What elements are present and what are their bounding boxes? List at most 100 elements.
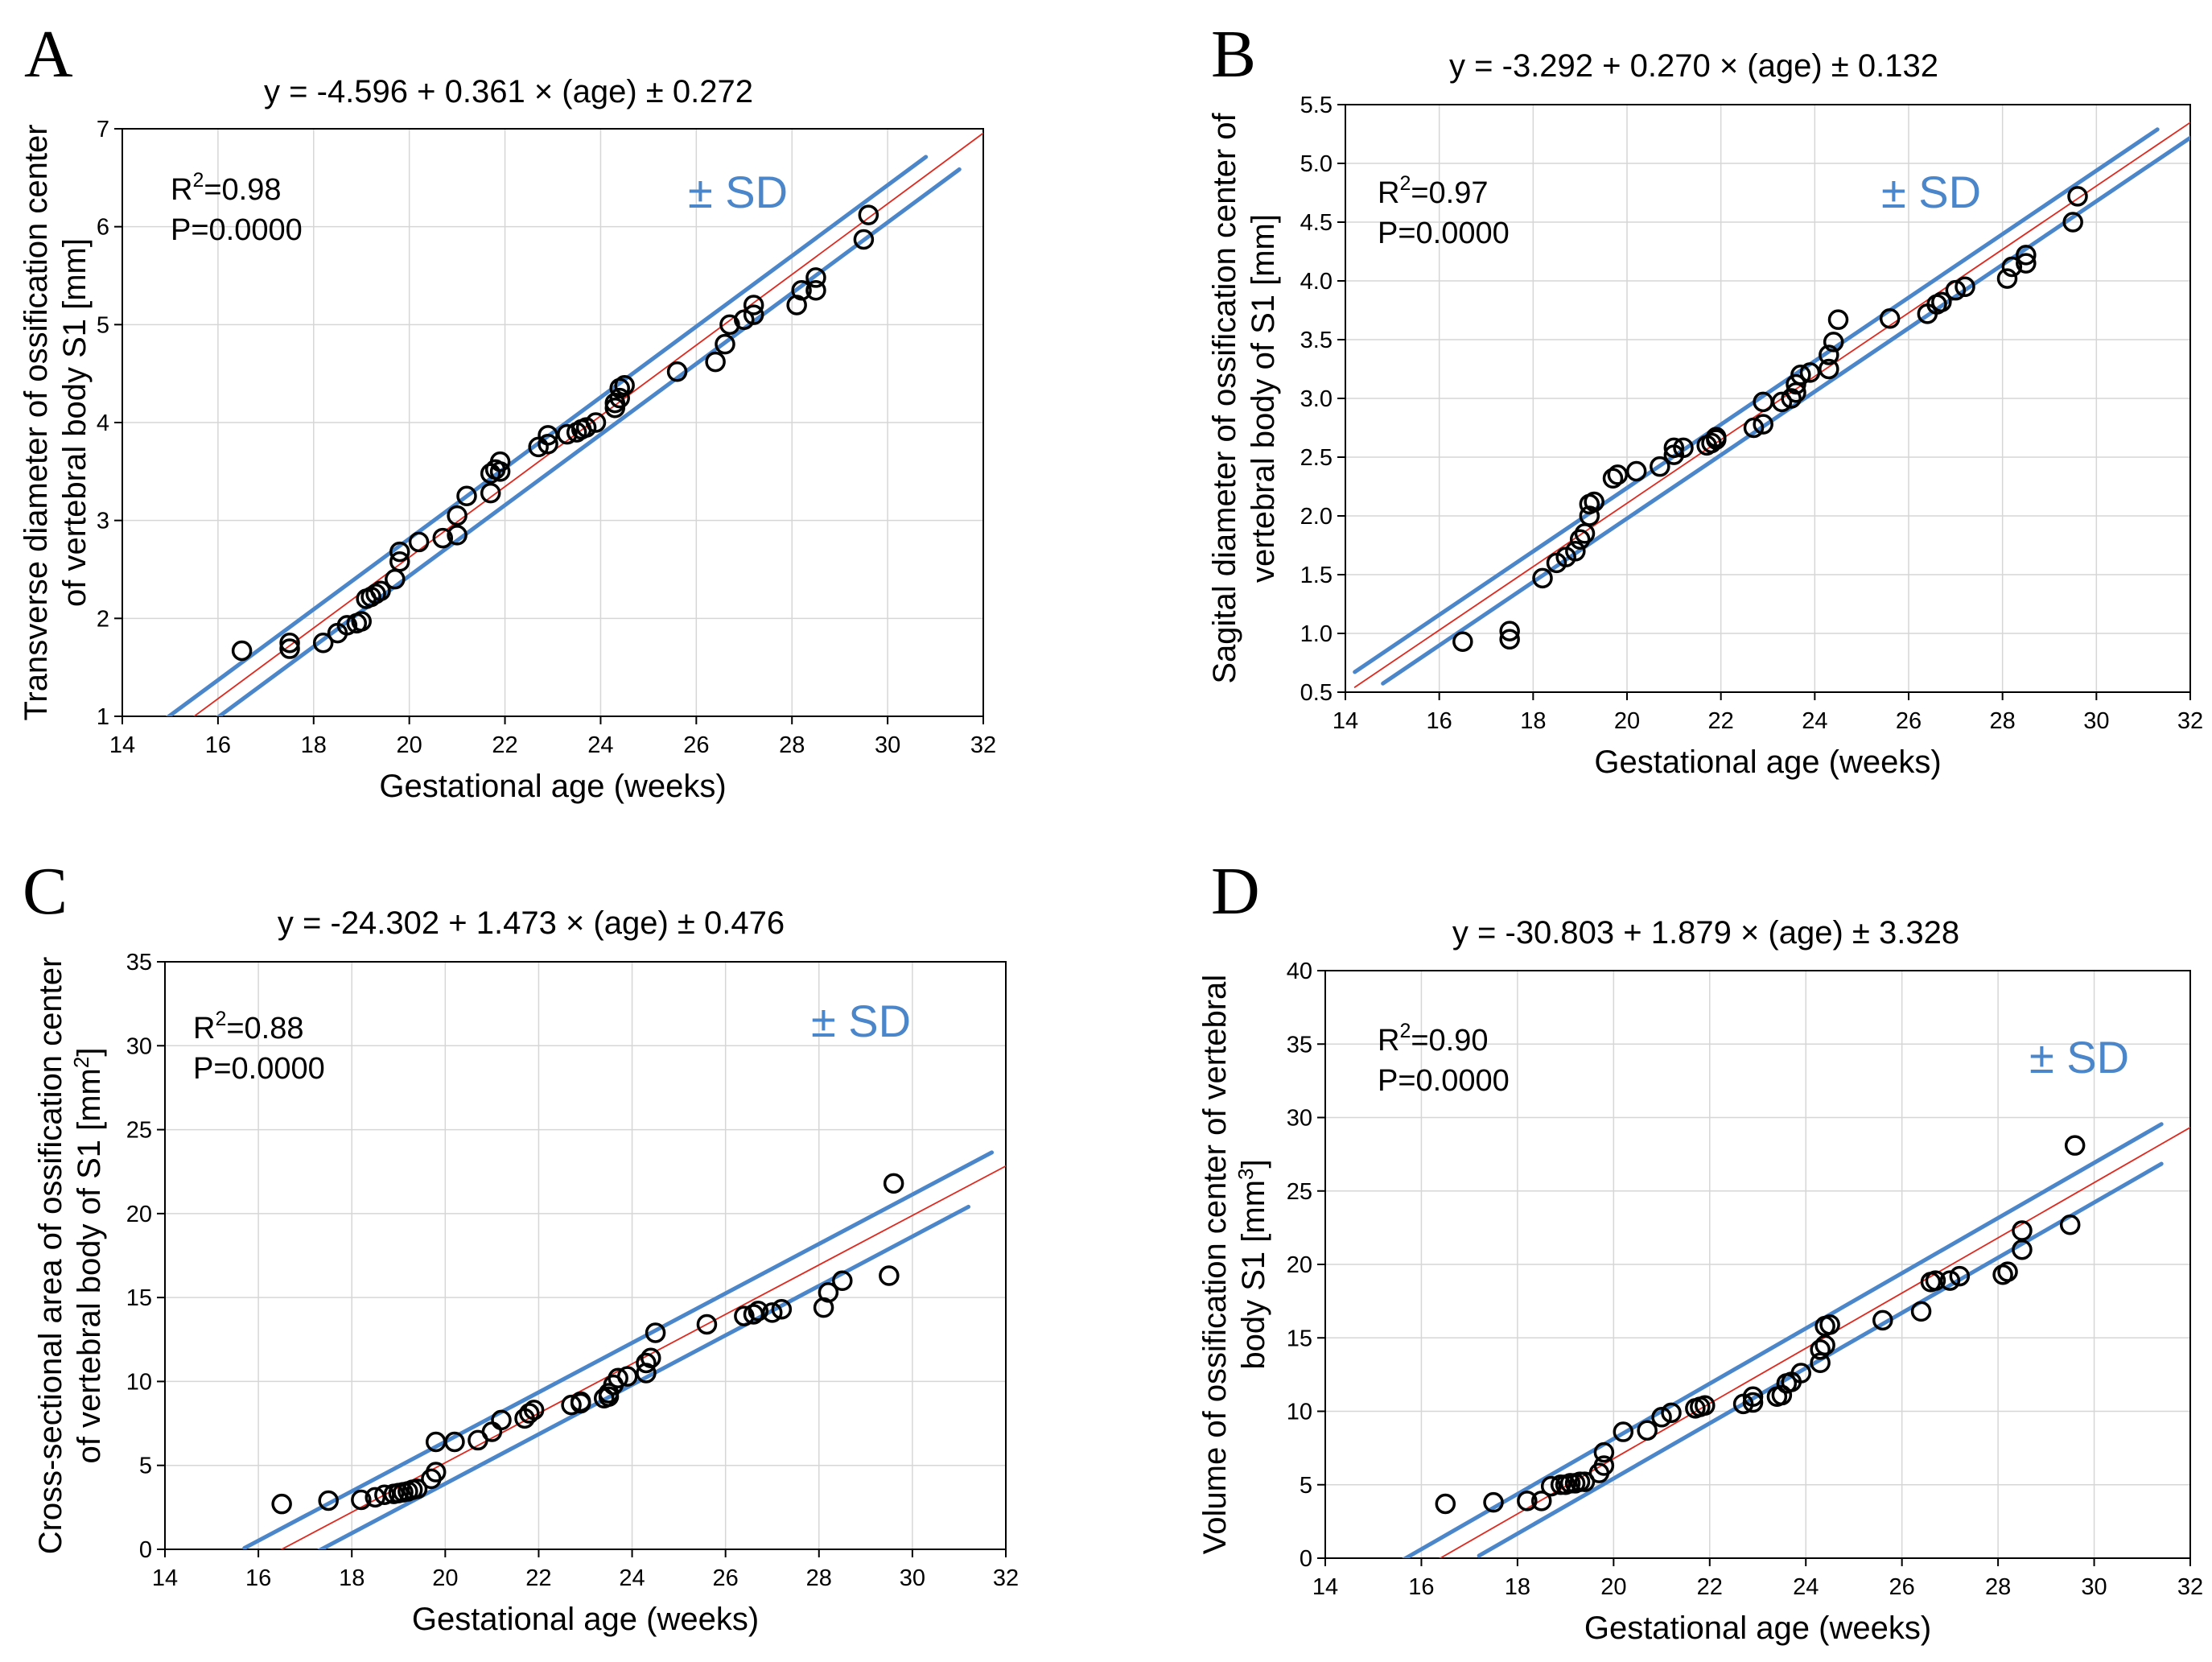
data-point [1435,1493,1456,1515]
x-tick-label: 24 [587,732,613,758]
data-point [1823,332,1844,353]
y-tick-label: 2.0 [1300,504,1333,530]
data-point [1742,1386,1764,1407]
data-point [1584,491,1604,513]
data-point [1706,427,1727,447]
y-axis-label-line: vertebral body of S1 [mm] [1246,214,1281,583]
y-tick-label: 3.5 [1300,328,1333,353]
panel-d: Dy = -30.803 + 1.879 × (age) ± 3.328 14 16… [1197,854,2203,1646]
r-squared-label: R2=0.90 [1378,1020,1489,1058]
data-point [636,1352,657,1374]
data-point [1574,1471,1596,1492]
data-point [519,1403,540,1424]
y-tick-label: 7 [97,117,109,142]
upper-sd-line [1402,1122,2164,1558]
y-axis-label-text: Transverse diameter of ossification cent… [19,124,54,720]
x-tick-label: 32 [2177,708,2203,734]
sd-legend-label: ± SD [1881,167,1981,217]
data-point [1499,621,1520,641]
data-point [1949,1265,1971,1287]
data-point [538,434,558,455]
data-point [805,280,826,301]
y-tick-label: 1 [97,704,109,730]
regression-title: y = -24.302 + 1.473 × (age) ± 0.476 [278,905,785,941]
data-point [575,417,597,438]
data-point [1955,276,1975,298]
data-point [818,1282,839,1303]
r-squared-label: R2=0.88 [193,1008,304,1045]
y-tick-label: 15 [126,1285,152,1311]
data-point [2012,1220,2033,1241]
regression-title: y = -30.803 + 1.879 × (age) ± 3.328 [1452,915,1959,951]
data-point [2059,1214,2081,1235]
y-tick-label: 5 [1300,1473,1312,1499]
data-point [447,525,468,546]
data-point [2067,186,2088,207]
data-point [696,1314,718,1335]
panel-letter: D [1211,854,1260,929]
y-axis-label-text: of vertebral body of S1 [mm [72,1068,107,1463]
data-point [1593,1441,1615,1463]
data-point [1663,437,1685,459]
x-axis-label: Gestational age (weeks) [412,1602,759,1637]
data-point [279,638,300,659]
x-tick-label: 22 [525,1565,551,1591]
p-value-label: P=0.0000 [1378,1064,1510,1098]
data-points [1452,186,2088,652]
data-point [743,295,764,315]
fit-line [1439,1126,2190,1558]
y-tick-label: 5 [139,1454,152,1479]
data-points [1435,1135,2086,1515]
data-point [389,541,410,563]
r-squared-value: =0.90 [1411,1024,1488,1058]
data-point [1661,1402,1682,1424]
data-point [2064,1135,2086,1156]
data-point [1925,1270,1946,1291]
data-point [791,280,812,301]
data-point [1781,388,1802,409]
data-point [1625,460,1647,482]
data-point [1593,1455,1615,1476]
data-point [557,423,578,445]
data-point [1872,1309,1893,1331]
x-tick-label: 16 [1427,708,1452,734]
data-point [1650,456,1670,477]
data-point [734,1305,755,1326]
data-point [2001,256,2023,278]
x-tick-label: 26 [683,732,709,758]
data-point [1786,373,1806,395]
data-point [489,461,511,482]
data-point [1819,1314,1840,1335]
x-tick-label: 32 [970,732,996,758]
y-axis-label-line: of vertebral body S1 [mm] [57,238,93,607]
sd-legend-label: ± SD [811,996,911,1046]
data-point [406,1478,428,1499]
r-squared-label: R2=0.98 [171,169,282,207]
p-value-label: P=0.0000 [171,213,303,247]
data-point [389,551,410,572]
y-tick-label: 2.5 [1300,445,1333,471]
data-point [608,1367,628,1389]
y-tick-label: 40 [1287,959,1312,984]
data-point [1695,1395,1716,1416]
x-tick-label: 20 [432,1565,458,1591]
data-point [1996,268,2018,289]
y-tick-label: 15 [1287,1326,1312,1351]
data-point [1814,1334,1835,1356]
y-axis-label-tail: ] [72,1048,107,1057]
y-tick-label: 5.0 [1300,151,1333,177]
r-squared-sup: 2 [215,1008,226,1030]
data-point [585,412,607,433]
y-tick-label: 0 [1300,1546,1312,1572]
y-axis-label-line: body S1 [mm3] [1234,1159,1271,1369]
data-point [858,204,879,225]
sd-legend-label: ± SD [688,167,788,217]
data-point [1452,631,1473,652]
r-squared-symbol: R [1378,1024,1399,1058]
data-point [2062,212,2083,233]
x-tick-label: 30 [900,1565,925,1591]
data-point [561,1394,582,1416]
y-tick-label: 10 [126,1369,152,1395]
y-tick-label: 35 [1287,1032,1312,1058]
data-point [1701,432,1722,454]
